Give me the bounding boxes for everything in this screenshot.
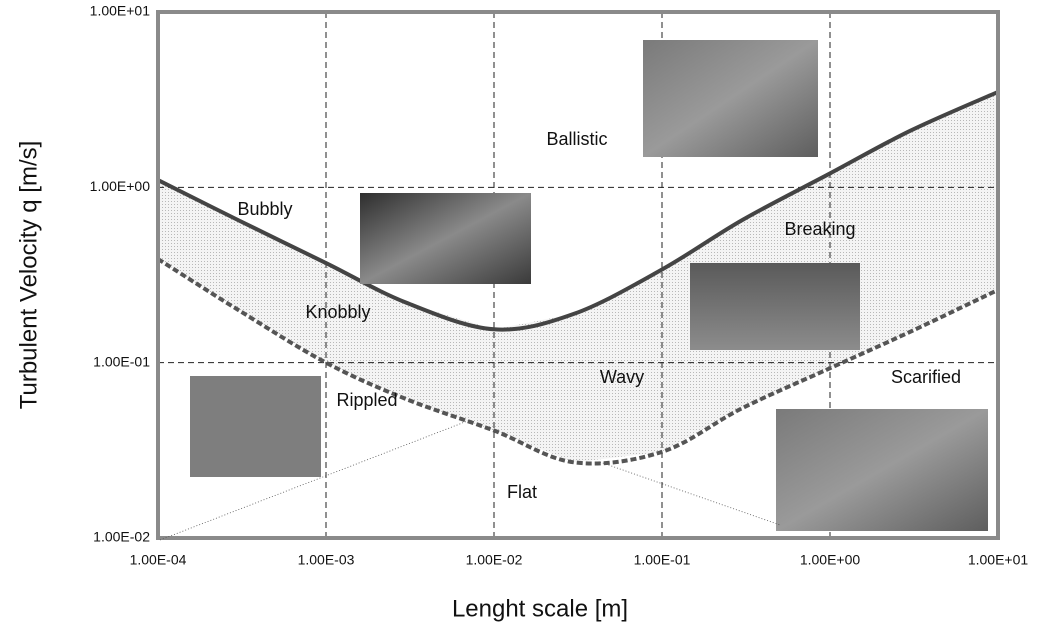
curve [157,90,999,332]
leader-line [599,461,781,526]
photo-breaking [690,263,860,350]
photo-bubbly [360,193,531,284]
curve [156,257,999,466]
photo-scarified [776,409,988,531]
y-axis-label: Turbulent Velocity q [m/s] [15,141,42,410]
y-tick-label: 1.00E+01 [90,3,151,19]
y-tick-label: 1.00E-01 [93,353,150,369]
region-label: Bubbly [237,199,292,219]
photos [159,40,988,541]
x-axis-label: Lenght scale [m] [452,595,628,622]
region-label: Ballistic [546,129,607,149]
region-label: Knobbly [305,302,370,322]
region-label: Scarified [891,367,961,387]
plot-frame [156,10,1000,540]
x-tick-label: 1.00E-01 [634,552,691,568]
band-shading [158,91,998,463]
y-tick-label: 1.00E+00 [90,178,151,194]
photo-rippled [190,376,321,477]
x-tick-label: 1.00E-03 [298,552,355,568]
x-tick-label: 1.00E-02 [466,552,523,568]
region-label: Rippled [336,390,397,410]
x-tick-label: 1.00E+01 [968,552,1029,568]
x-tick-label: 1.00E-04 [130,552,187,568]
y-tick-label: 1.00E-02 [93,529,150,545]
region-label: Flat [507,482,537,502]
x-tick-label: 1.00E+00 [800,552,861,568]
region-label: Breaking [784,219,855,239]
photo-ballistic [643,40,818,157]
region-label: Wavy [600,367,644,387]
